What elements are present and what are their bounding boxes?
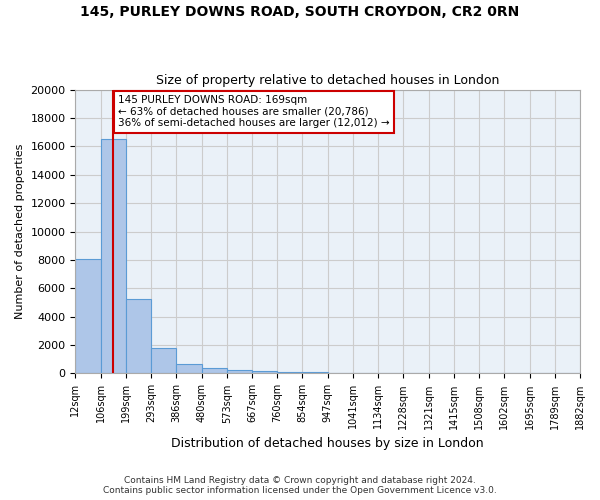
Text: 145 PURLEY DOWNS ROAD: 169sqm
← 63% of detached houses are smaller (20,786)
36% : 145 PURLEY DOWNS ROAD: 169sqm ← 63% of d… xyxy=(118,95,390,128)
Bar xyxy=(202,368,227,374)
Bar xyxy=(76,259,101,374)
Bar xyxy=(277,372,302,374)
X-axis label: Distribution of detached houses by size in London: Distribution of detached houses by size … xyxy=(172,437,484,450)
Bar xyxy=(302,372,328,374)
Bar xyxy=(328,372,353,374)
Text: 145, PURLEY DOWNS ROAD, SOUTH CROYDON, CR2 0RN: 145, PURLEY DOWNS ROAD, SOUTH CROYDON, C… xyxy=(80,5,520,19)
Bar xyxy=(126,299,151,374)
Bar xyxy=(101,138,126,374)
Title: Size of property relative to detached houses in London: Size of property relative to detached ho… xyxy=(156,74,499,87)
Text: Contains HM Land Registry data © Crown copyright and database right 2024.
Contai: Contains HM Land Registry data © Crown c… xyxy=(103,476,497,495)
Bar xyxy=(151,348,176,374)
Bar xyxy=(227,370,252,374)
Bar xyxy=(176,364,202,374)
Y-axis label: Number of detached properties: Number of detached properties xyxy=(15,144,25,319)
Bar xyxy=(252,370,277,374)
